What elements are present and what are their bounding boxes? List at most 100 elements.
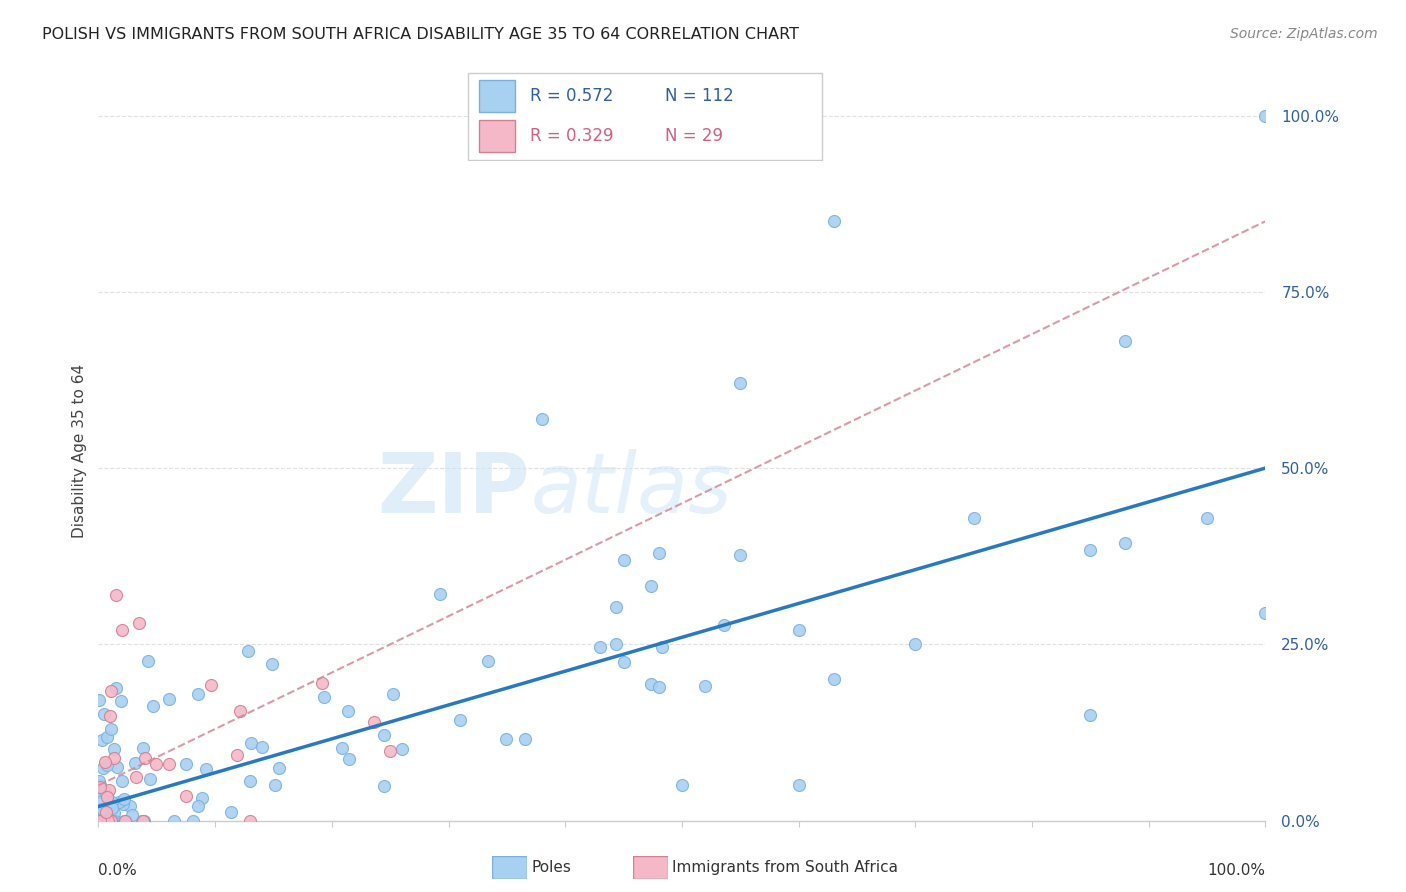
- Point: [330, 740, 353, 755]
- Point: [391, 742, 413, 756]
- Point: [124, 770, 146, 784]
- Point: [104, 681, 127, 695]
- Y-axis label: Disability Age 35 to 64: Disability Age 35 to 64: [72, 363, 87, 538]
- Point: [103, 751, 125, 765]
- Point: [91, 814, 114, 828]
- Point: [131, 814, 153, 828]
- Point: [132, 814, 155, 828]
- Point: [139, 772, 162, 786]
- Point: [96, 730, 118, 744]
- Point: [730, 376, 752, 391]
- Point: [612, 553, 634, 567]
- Point: [134, 751, 156, 765]
- Point: [90, 732, 112, 747]
- Text: R = 0.572: R = 0.572: [530, 87, 613, 105]
- Point: [589, 640, 612, 654]
- Point: [128, 616, 150, 631]
- Text: 0.0%: 0.0%: [98, 863, 138, 878]
- Point: [89, 778, 111, 792]
- Point: [605, 600, 627, 615]
- Text: R = 0.329: R = 0.329: [530, 127, 613, 145]
- Point: [671, 778, 693, 792]
- Point: [103, 741, 125, 756]
- Point: [104, 588, 127, 602]
- Point: [1080, 707, 1102, 722]
- Point: [111, 797, 134, 811]
- Point: [93, 808, 115, 822]
- Point: [228, 704, 250, 718]
- Point: [103, 806, 125, 821]
- Point: [219, 805, 242, 819]
- Point: [640, 677, 662, 691]
- Point: [100, 683, 122, 698]
- Point: [100, 814, 122, 828]
- Point: [111, 624, 134, 638]
- Point: [962, 511, 984, 525]
- Point: [132, 740, 155, 755]
- Point: [101, 801, 124, 815]
- Point: [174, 789, 197, 804]
- Point: [187, 799, 209, 814]
- Point: [239, 773, 262, 788]
- Point: [713, 618, 735, 632]
- Point: [105, 760, 128, 774]
- Point: [311, 676, 333, 690]
- Point: [112, 814, 135, 828]
- Point: [89, 785, 111, 799]
- Bar: [478, 80, 515, 112]
- Point: [373, 728, 395, 742]
- Text: N = 112: N = 112: [665, 87, 734, 105]
- Point: [429, 586, 451, 600]
- Point: [132, 814, 155, 828]
- Point: [651, 640, 673, 654]
- Point: [94, 756, 117, 770]
- Point: [382, 687, 405, 701]
- Point: [89, 814, 111, 828]
- Point: [89, 814, 111, 828]
- Point: [90, 814, 112, 828]
- Point: [131, 814, 153, 828]
- Point: [100, 722, 122, 736]
- Point: [239, 736, 262, 750]
- Point: [612, 655, 634, 669]
- Point: [515, 732, 537, 747]
- Point: [530, 411, 553, 425]
- Point: [87, 807, 110, 822]
- Point: [124, 756, 146, 770]
- Text: POLISH VS IMMIGRANTS FROM SOUTH AFRICA DISABILITY AGE 35 TO 64 CORRELATION CHART: POLISH VS IMMIGRANTS FROM SOUTH AFRICA D…: [42, 27, 799, 42]
- Point: [87, 693, 110, 707]
- Point: [87, 795, 110, 809]
- Point: [264, 779, 287, 793]
- Point: [647, 680, 669, 694]
- Point: [157, 757, 180, 772]
- Point: [104, 814, 127, 828]
- Point: [239, 814, 262, 828]
- Point: [337, 704, 360, 718]
- Text: 100.0%: 100.0%: [1208, 863, 1265, 878]
- Point: [1114, 334, 1136, 348]
- Point: [605, 637, 627, 651]
- Bar: [478, 120, 515, 152]
- Point: [94, 785, 117, 799]
- Point: [378, 744, 401, 758]
- Point: [96, 758, 118, 772]
- Point: [87, 814, 110, 828]
- Point: [98, 708, 121, 723]
- Point: [87, 773, 110, 788]
- Point: [87, 814, 110, 828]
- Point: [250, 739, 273, 754]
- Point: [97, 814, 120, 828]
- Point: [200, 678, 222, 692]
- Point: [87, 811, 110, 825]
- Point: [787, 778, 810, 792]
- Text: Immigrants from South Africa: Immigrants from South Africa: [672, 861, 898, 875]
- Point: [695, 679, 717, 693]
- Point: [103, 814, 125, 828]
- Point: [477, 654, 499, 668]
- Point: [904, 637, 927, 651]
- Point: [142, 698, 165, 713]
- Point: [121, 808, 143, 822]
- FancyBboxPatch shape: [468, 73, 823, 160]
- Point: [312, 690, 335, 705]
- Point: [87, 814, 110, 828]
